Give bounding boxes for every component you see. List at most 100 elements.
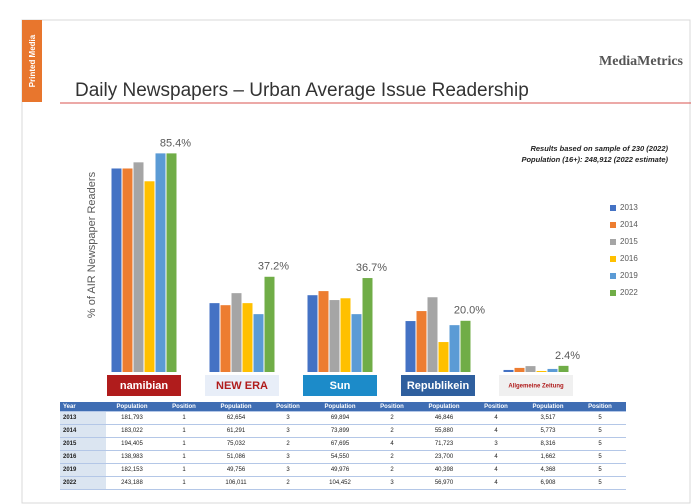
table-cell: 1	[158, 424, 210, 438]
table-row: 2015 194,405 1 75,032 2 67,695 4 71,723 3 8,316 5	[60, 437, 626, 451]
table-cell: 3	[262, 463, 314, 477]
logo-box	[499, 375, 573, 396]
table-cell: 3	[262, 424, 314, 438]
table-cell: 2019	[60, 463, 106, 477]
table-cell: 4	[470, 450, 522, 464]
legend-swatch	[610, 290, 616, 296]
logo-box	[107, 375, 181, 396]
note: Population (16+): 248,912 (2022 estimate…	[521, 155, 668, 164]
table-cell: 2	[366, 463, 418, 477]
bar	[427, 297, 438, 372]
table-cell: 55,880	[418, 424, 470, 438]
table-cell: Population	[106, 402, 158, 412]
table-cell: 4	[470, 411, 522, 425]
table-row: 2013 181,793 1 62,654 3 69,894 2 46,846 4 3,517 5	[60, 411, 626, 425]
table-cell: Population	[522, 402, 574, 412]
table-cell: 2	[366, 424, 418, 438]
table-cell: 1	[158, 463, 210, 477]
bar	[307, 295, 318, 372]
category-label: Allgemeine Zeitung	[508, 384, 564, 390]
bar	[460, 320, 471, 372]
table-cell: 46,846	[418, 411, 470, 425]
bar	[536, 370, 547, 372]
table-cell: 23,700	[418, 450, 470, 464]
table-cell: 54,550	[314, 450, 366, 464]
bar	[144, 181, 155, 372]
legend-swatch	[610, 239, 616, 245]
legend-swatch	[610, 222, 616, 228]
table-cell: 194,405	[106, 437, 158, 451]
table-cell: 182,153	[106, 463, 158, 477]
logo-box	[303, 375, 377, 396]
table-cell: 1	[158, 411, 210, 425]
table-cell: Position	[262, 402, 314, 412]
table-cell: 3	[366, 476, 418, 490]
table-cell: 51,086	[210, 450, 262, 464]
note: Results based on sample of 230 (2022)	[530, 144, 668, 153]
table-cell: 69,894	[314, 411, 366, 425]
legend-label: 2014	[620, 220, 638, 229]
data-label: 2.4%	[555, 350, 580, 362]
table-row: 2014 183,022 1 61,291 3 73,899 2 55,880 4 5,773 5	[60, 424, 626, 438]
category-label: namibian	[120, 380, 169, 392]
table-cell: Population	[210, 402, 262, 412]
table-cell: 2022	[60, 476, 106, 490]
table-cell: 49,976	[314, 463, 366, 477]
bar	[329, 300, 340, 372]
table-cell: 5	[574, 424, 626, 438]
bar	[231, 293, 242, 372]
category-label: NEW ERA	[216, 380, 268, 392]
data-label: 36.7%	[356, 262, 387, 274]
table-cell: 75,032	[210, 437, 262, 451]
legend-swatch	[610, 256, 616, 262]
table-cell: 56,970	[418, 476, 470, 490]
table-cell: 8,316	[522, 437, 574, 451]
bar	[220, 305, 231, 372]
table-row: 2019 182,153 1 49,756 3 49,976 2 40,398 4 4,368 5	[60, 463, 626, 477]
frame	[21, 19, 691, 504]
bar	[209, 303, 220, 372]
table-cell: 73,899	[314, 424, 366, 438]
table-cell: Year	[60, 402, 106, 412]
bar	[155, 153, 166, 372]
bar	[416, 311, 427, 372]
bar	[449, 325, 460, 372]
table-row: 2022 243,188 1 106,011 2 104,452 3 56,970 4 6,908…	[60, 476, 626, 490]
bar	[242, 303, 253, 372]
bar	[351, 314, 362, 372]
bar	[253, 314, 264, 372]
bar	[438, 342, 449, 372]
table-cell: 138,983	[106, 450, 158, 464]
table-cell: Population	[418, 402, 470, 412]
table-cell: Position	[470, 402, 522, 412]
legend-label: 2022	[620, 288, 638, 297]
table-cell: 5	[574, 411, 626, 425]
table-cell: 5	[574, 450, 626, 464]
sidebar-label: Printed Media	[28, 34, 37, 87]
bar	[547, 368, 558, 372]
brand: MediaMetrics	[599, 54, 684, 69]
y-axis-label: % of AIR Newspaper Readers	[86, 171, 98, 318]
bar	[111, 168, 122, 372]
table-cell: 6,908	[522, 476, 574, 490]
legend-label: 2015	[620, 237, 638, 246]
table-cell: Position	[158, 402, 210, 412]
table-cell: 243,188	[106, 476, 158, 490]
bar	[405, 321, 416, 372]
table-cell: 2	[366, 411, 418, 425]
bar	[122, 168, 133, 372]
table-cell: 40,398	[418, 463, 470, 477]
table-cell: 1	[158, 450, 210, 464]
table-cell: 5,773	[522, 424, 574, 438]
table-cell: 183,022	[106, 424, 158, 438]
data-label: 37.2%	[258, 261, 289, 273]
table-cell: 61,291	[210, 424, 262, 438]
legend-swatch	[610, 273, 616, 279]
table-cell: 2015	[60, 437, 106, 451]
data-label: 20.0%	[454, 305, 485, 317]
category-label: Sun	[330, 380, 351, 392]
bar	[166, 153, 177, 372]
bar	[558, 365, 569, 372]
